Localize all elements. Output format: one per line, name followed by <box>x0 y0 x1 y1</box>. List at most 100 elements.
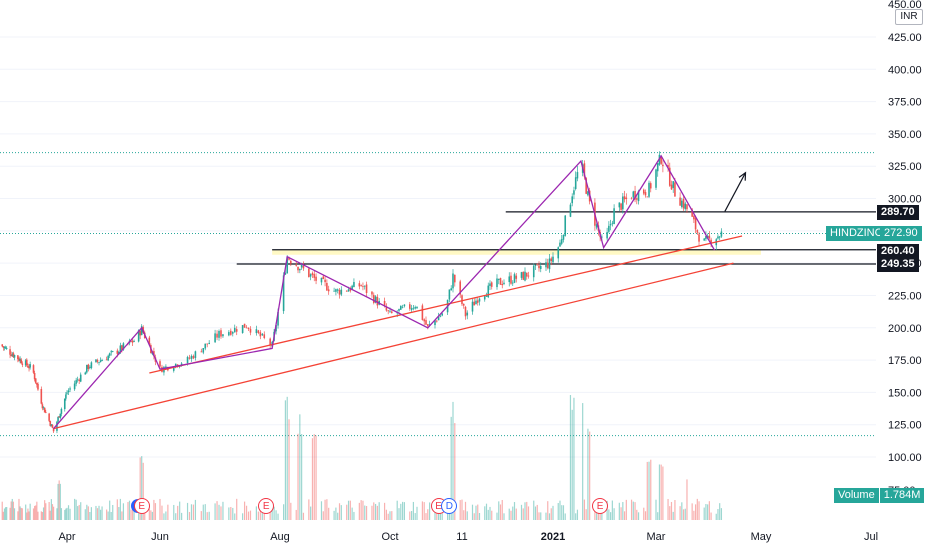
candle-body <box>59 413 62 418</box>
arrow-head[interactable] <box>738 171 747 181</box>
candle-body <box>389 310 391 312</box>
candle-body <box>63 398 66 410</box>
price-badge-260: 260.40 <box>877 244 919 259</box>
candle-body <box>564 215 567 236</box>
candle-body <box>21 363 24 365</box>
volume-bar <box>10 501 12 520</box>
trendline[interactable] <box>149 235 743 374</box>
volume-bar <box>32 508 35 520</box>
time-axis[interactable]: Apr Jun Aug Oct 11 2021 Mar May Jul <box>58 531 878 543</box>
candle-body <box>635 198 638 200</box>
volume-label: Volume <box>834 488 879 503</box>
candle-body <box>398 308 400 311</box>
candle-body <box>79 374 82 382</box>
volume-bar <box>230 506 232 520</box>
volume-bar <box>496 512 498 520</box>
candle-body <box>416 306 418 309</box>
volume-bar <box>691 503 693 520</box>
earnings-event-marker[interactable]: E <box>258 498 275 514</box>
candle-body <box>656 163 659 172</box>
volume-bar <box>533 500 535 520</box>
zigzag-line[interactable] <box>53 154 716 429</box>
candle-body <box>391 311 393 313</box>
y-tick-label: 325.00 <box>888 161 922 173</box>
volume-bar <box>89 512 91 520</box>
volume-bar <box>19 506 21 520</box>
volume-bar <box>65 508 67 520</box>
projection-arrow[interactable] <box>724 171 747 212</box>
volume-bar <box>365 505 368 520</box>
volume-bar <box>508 508 510 520</box>
volume-bar <box>547 501 549 520</box>
candle-body <box>300 264 303 268</box>
candle-body <box>60 408 63 414</box>
volume-bar <box>623 511 626 520</box>
volume-bar <box>27 508 29 520</box>
zigzag-pattern[interactable] <box>53 154 716 429</box>
dividend-event-marker[interactable]: D <box>441 498 458 514</box>
candle-body <box>335 289 337 292</box>
volume-bar <box>26 512 28 520</box>
candle-body <box>524 271 526 281</box>
volume-bar <box>548 513 551 520</box>
candle-body <box>403 304 406 307</box>
volume-bar <box>277 513 279 520</box>
volume-bar <box>245 505 248 520</box>
volume-bar <box>51 504 54 520</box>
candle-body <box>37 383 39 390</box>
y-tick-label: 300.00 <box>888 194 922 206</box>
candle-body <box>546 262 549 269</box>
candle-body <box>508 276 511 283</box>
volume-bar <box>693 510 695 520</box>
candle-body <box>428 324 431 326</box>
candle-body <box>140 326 143 336</box>
volume-bar <box>297 433 299 520</box>
candle-body <box>649 183 652 189</box>
volume-bar <box>459 500 461 520</box>
candle-body <box>69 388 71 390</box>
volume-bar <box>376 505 378 520</box>
volume-bar <box>720 508 723 520</box>
volume-bar <box>447 511 449 520</box>
volume-bar <box>4 507 7 520</box>
volume-bar <box>466 511 468 520</box>
volume-bar <box>618 502 620 520</box>
candle-body <box>501 283 504 286</box>
candle-body <box>20 359 23 364</box>
candle-body <box>4 347 7 349</box>
candle-body <box>290 260 292 264</box>
volume-bar <box>13 508 16 520</box>
currency-button[interactable]: INR <box>895 9 923 25</box>
candle-body <box>1 344 4 347</box>
volume-bar <box>358 502 360 520</box>
volume-bar <box>385 509 387 520</box>
candle-body <box>52 428 55 432</box>
candle-body <box>365 284 368 294</box>
volume-bar <box>400 503 402 520</box>
earnings-event-marker[interactable]: E <box>133 498 150 514</box>
volume-bar <box>249 510 252 520</box>
ticker-label-badge: HINDZINC <box>826 226 887 241</box>
volume-bar <box>491 510 493 520</box>
candle-body <box>485 295 488 297</box>
volume-bar <box>53 506 55 520</box>
volume-bar <box>471 504 474 520</box>
horizontal-levels[interactable] <box>236 211 876 265</box>
trendlines[interactable] <box>53 235 743 430</box>
candle-body <box>336 289 339 291</box>
volume-bar <box>6 507 8 520</box>
volume-bar <box>107 511 109 520</box>
earnings-event-marker[interactable]: E <box>592 498 609 514</box>
candle-body <box>67 390 70 393</box>
candle-body <box>569 204 572 217</box>
volume-bar <box>434 508 436 520</box>
arrow-shaft[interactable] <box>724 172 747 212</box>
volume-bar <box>562 505 565 520</box>
candle-body <box>41 404 44 409</box>
volume-bar <box>128 500 131 520</box>
volume-bar <box>660 464 662 520</box>
candle-body <box>186 356 189 364</box>
volume-bar <box>373 502 375 520</box>
trendline[interactable] <box>53 262 734 430</box>
